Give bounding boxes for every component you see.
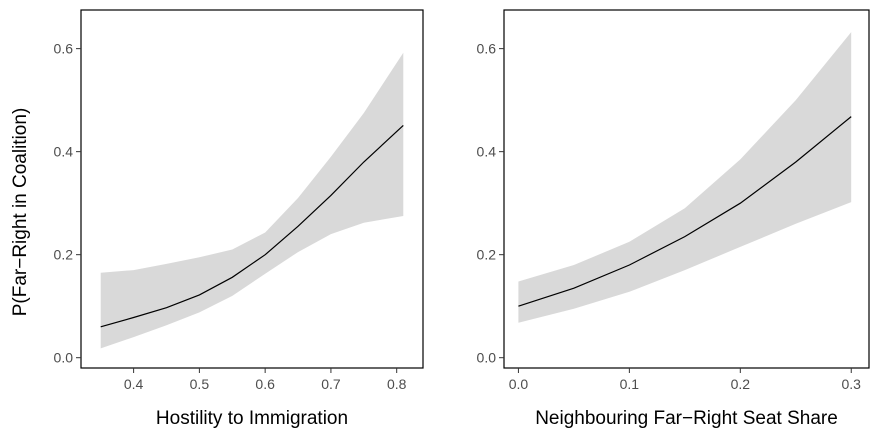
right-panel: 0.0 0.1 0.2 0.3 0.0 0.2 0.4 0.6 Neighbouring Far… (477, 9, 870, 429)
y-tick-label: 0.2 (477, 247, 497, 263)
x-tick-label: 0.7 (321, 376, 341, 392)
x-tick-label: 0.8 (387, 376, 407, 392)
y-axis-title: P(Far−Right in Coalition) (10, 108, 31, 317)
y-tick-label: 0.6 (477, 41, 497, 57)
x-tick-label: 0.2 (731, 376, 751, 392)
x-tick-label: 0.4 (124, 376, 144, 392)
x-axis-title: Neighbouring Far−Right Seat Share (535, 408, 838, 429)
x-tick-label: 0.1 (620, 376, 640, 392)
x-tick-label: 0.3 (842, 376, 862, 392)
confidence-band (100, 52, 404, 349)
prediction-line (518, 116, 852, 307)
x-tick-label: 0.5 (190, 376, 210, 392)
y-tick-label: 0.2 (54, 247, 74, 263)
y-tick-label: 0.6 (54, 41, 74, 57)
x-tick-label: 0.6 (255, 376, 275, 392)
left-panel: 0.4 0.5 0.6 0.7 0.8 0.0 0.2 0.4 0.6 Hostility to … (54, 9, 424, 429)
x-tick-label: 0.0 (509, 376, 529, 392)
confidence-band (518, 32, 852, 323)
plot-frame (503, 9, 870, 369)
y-tick-label: 0.4 (54, 144, 74, 160)
plot-frame (80, 9, 424, 369)
y-tick-label: 0.0 (477, 350, 497, 366)
x-axis-title: Hostility to Immigration (156, 408, 348, 429)
prediction-line (100, 124, 404, 328)
y-tick-label: 0.0 (54, 350, 74, 366)
y-tick-label: 0.4 (477, 144, 497, 160)
